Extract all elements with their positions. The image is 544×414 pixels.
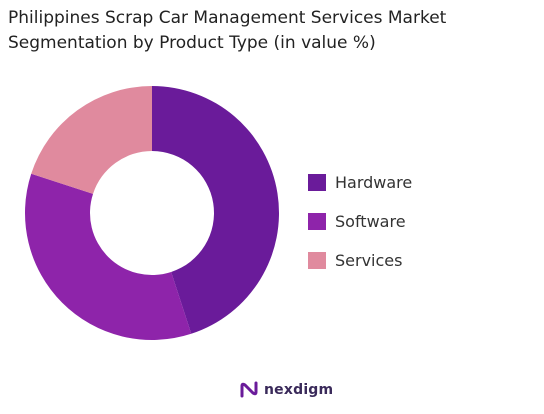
donut-slice-services [31,86,153,194]
chart-title-line-1: Philippines Scrap Car Management Service… [8,8,447,28]
donut-slice-software [24,173,192,340]
nexdigm-logo-icon [240,381,258,398]
chart-title-line-2: Segmentation by Product Type (in value %… [8,33,376,53]
legend-swatch-services [308,252,326,269]
legend-item-hardware: Hardware [308,163,412,202]
brand-logo: nexdigm [239,380,333,400]
chart-title: Philippines Scrap Car Management Service… [8,6,538,56]
legend-swatch-hardware [308,174,326,191]
legend-label-services: Services [335,251,403,270]
legend-item-services: Services [308,241,412,280]
legend-label-hardware: Hardware [335,173,413,192]
legend-item-software: Software [308,202,412,241]
chart-legend: Hardware Software Services [308,163,412,280]
brand-name: nexdigm [264,382,334,398]
legend-label-software: Software [335,212,406,231]
donut-slice-hardware [152,86,280,334]
legend-swatch-software [308,213,326,230]
